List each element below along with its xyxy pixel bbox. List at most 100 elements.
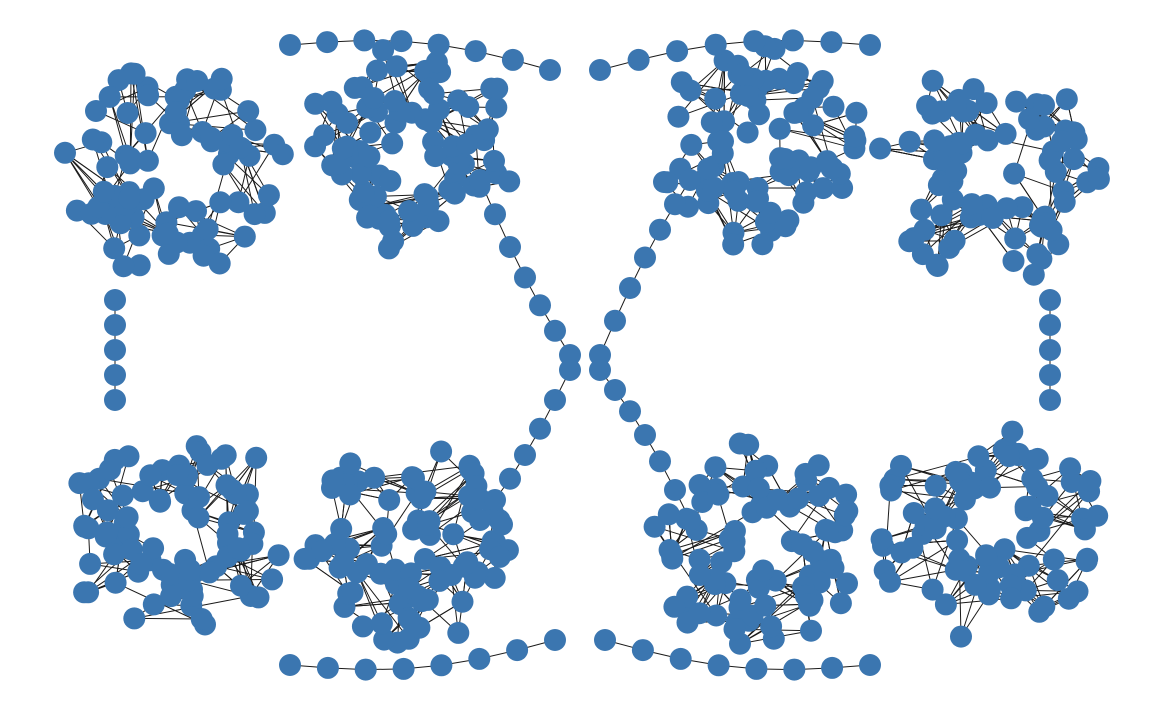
graph-node (486, 77, 509, 100)
graph-node (747, 477, 770, 500)
graph-node (656, 171, 679, 194)
graph-node (589, 359, 611, 381)
graph-node (244, 119, 267, 142)
graph-node (293, 547, 316, 570)
graph-node (1079, 470, 1102, 492)
graph-node (930, 204, 953, 227)
graph-node (816, 519, 839, 542)
graph-node (468, 647, 491, 670)
graph-node (979, 476, 1001, 499)
graph-node (420, 111, 443, 134)
graph-node (229, 136, 252, 159)
graph-node (469, 169, 491, 191)
graph-node (943, 229, 966, 252)
graph-node (702, 176, 725, 199)
graph-node (359, 121, 382, 144)
graph-node (208, 252, 231, 275)
graph-node (311, 540, 334, 563)
graph-edge (890, 471, 956, 491)
graph-node (447, 621, 470, 644)
graph-node (214, 444, 237, 467)
graph-node (316, 656, 339, 679)
graph-node (79, 552, 102, 575)
graph-node (664, 193, 686, 216)
graph-node (921, 69, 944, 92)
graph-edge (889, 569, 956, 583)
graph-node (688, 564, 711, 586)
graph-node (104, 364, 126, 386)
graph-node (957, 478, 980, 501)
graph-node (1039, 364, 1061, 386)
graph-node (414, 480, 437, 503)
graph-node (104, 571, 127, 594)
graph-node (669, 647, 692, 670)
graph-node (812, 177, 835, 200)
graph-node (1059, 457, 1082, 480)
graph-node (372, 39, 395, 62)
graph-node (130, 553, 153, 575)
graph-node (1051, 130, 1073, 153)
graph-node (704, 33, 727, 56)
graph-node (186, 70, 209, 92)
graph-node (398, 200, 421, 222)
graph-node (514, 266, 536, 289)
graph-node (451, 590, 474, 613)
graph-node (634, 246, 656, 269)
graph-node (981, 206, 1004, 229)
graph-node (1026, 447, 1049, 470)
graph-node (408, 616, 431, 639)
graph-node (975, 92, 998, 115)
graph-node (237, 100, 260, 123)
graph-node (123, 607, 146, 630)
graph-node (923, 129, 946, 152)
graph-node (728, 432, 751, 455)
graph-node (657, 503, 680, 526)
graph-edge (779, 128, 855, 149)
graph-node (488, 545, 511, 568)
graph-node (752, 559, 775, 582)
graph-node (869, 137, 892, 160)
graph-node (1011, 196, 1034, 219)
graph-node (688, 602, 711, 625)
graph-node (148, 488, 171, 511)
graph-node (663, 595, 686, 618)
graph-node (723, 520, 746, 542)
graph-node (529, 294, 551, 317)
graph-node (168, 196, 190, 219)
graph-node (924, 517, 947, 540)
graph-edge (356, 571, 410, 640)
graph-node (98, 85, 121, 108)
graph-node (559, 359, 581, 381)
graph-node (166, 464, 189, 486)
graph-node (77, 581, 100, 604)
graph-node (210, 67, 233, 90)
graph-node (330, 517, 353, 540)
graph-node (658, 539, 681, 561)
graph-node (619, 400, 641, 423)
graph-node (484, 489, 506, 511)
graph-node (54, 141, 76, 164)
graph-node (808, 571, 831, 594)
graph-node (81, 128, 104, 151)
graph-node (743, 30, 766, 53)
graph-node (456, 133, 478, 155)
graph-node (774, 215, 797, 238)
graph-node (230, 574, 252, 597)
graph-node (705, 604, 728, 627)
graph-node (366, 59, 388, 82)
graph-node (427, 210, 450, 233)
graph-node (304, 92, 327, 115)
graph-node (331, 137, 354, 160)
graph-node (964, 573, 987, 596)
graph-node (859, 34, 881, 56)
graph-node (378, 489, 401, 511)
graph-node (443, 182, 466, 205)
graph-node (179, 558, 201, 581)
graph-node (134, 122, 157, 145)
graph-node (845, 101, 868, 124)
graph-node (392, 657, 415, 680)
graph-node (483, 566, 506, 589)
graph-node (339, 452, 362, 475)
graph-node (261, 568, 284, 591)
graph-node (484, 203, 506, 226)
